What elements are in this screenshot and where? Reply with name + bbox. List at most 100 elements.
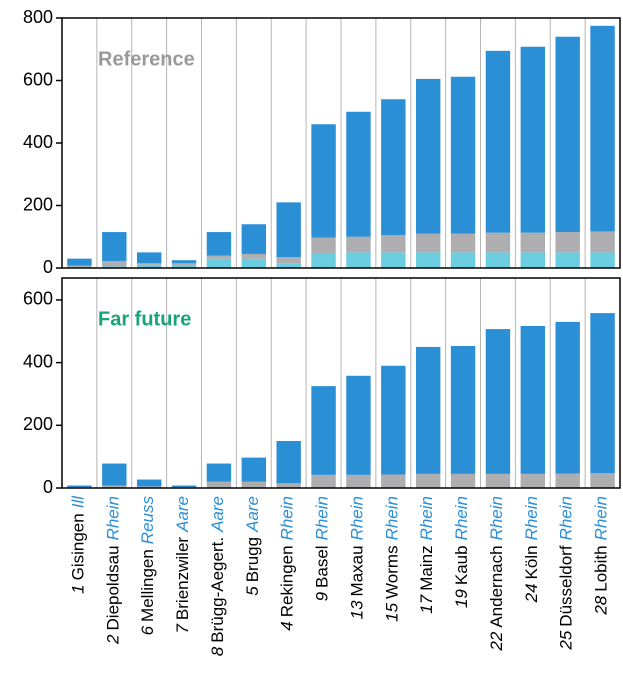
bar-segment	[555, 36, 580, 233]
panel-frame	[61, 17, 621, 269]
category-river: Aare	[243, 496, 262, 533]
bar-segment	[415, 78, 441, 234]
bar-segment	[520, 46, 546, 233]
category-name: Basel	[313, 545, 332, 588]
bar-segment	[171, 265, 197, 268]
bar-segment	[206, 463, 232, 482]
bar-segment	[276, 202, 301, 258]
bar-segment	[450, 473, 476, 488]
bar-segment	[241, 258, 267, 268]
category-name: Brugg	[243, 537, 262, 582]
category-river: Rhein	[104, 496, 123, 540]
category-name: Worms	[383, 545, 402, 599]
category-number: 1	[69, 584, 88, 593]
bar-segment	[276, 263, 301, 268]
bar-segment	[590, 231, 615, 253]
bar-segment	[67, 258, 92, 266]
y-tick-label: 600	[23, 289, 53, 309]
bar-segment	[241, 253, 267, 259]
bar-segment	[102, 266, 127, 268]
bar-segment	[136, 264, 162, 268]
y-tick-label: 400	[23, 132, 53, 152]
bar-segment	[485, 50, 511, 233]
bar-segment	[590, 25, 615, 232]
bar-segment	[67, 265, 92, 268]
category-river: Rhein	[348, 496, 367, 540]
category-number: 15	[383, 602, 402, 621]
category-number: 24	[522, 583, 541, 603]
x-tick-label: 2 Diepoldsau Rhein	[104, 496, 123, 645]
category-river: Rhein	[557, 496, 576, 540]
bar-segment	[206, 258, 232, 268]
bar-segment	[450, 233, 476, 253]
bar-segment	[136, 479, 162, 487]
bar-segment	[206, 232, 232, 256]
category-name: Düsseldorf	[557, 545, 576, 627]
bar-segment	[136, 252, 162, 264]
category-number: 25	[557, 630, 576, 650]
category-river: Aare	[174, 496, 193, 533]
bar-segment	[381, 235, 406, 253]
category-name: Gisingen	[69, 513, 88, 580]
x-tick-label: 17 Mainz Rhein	[418, 496, 437, 614]
x-tick-label: 24 Köln Rhein	[522, 496, 541, 603]
x-tick-label: 9 Basel Rhein	[313, 496, 332, 601]
bar-segment	[415, 252, 441, 268]
bar-segment	[346, 375, 371, 475]
bar-segment	[67, 485, 92, 488]
category-number: 28	[592, 595, 611, 615]
x-tick-label: 25 Düsseldorf Rhein	[557, 496, 576, 651]
category-number: 13	[348, 600, 367, 619]
category-river: Rhein	[522, 496, 541, 540]
y-tick-label: 200	[23, 414, 53, 434]
bar-segment	[102, 485, 127, 488]
bar-segment	[136, 486, 162, 488]
bar-segment	[555, 252, 580, 268]
category-river: Ill	[69, 495, 88, 509]
bar-segment	[520, 325, 546, 474]
bar-segment	[415, 346, 441, 474]
category-river: Rhein	[453, 496, 472, 540]
bar-segment	[241, 457, 267, 482]
bar-segment	[485, 232, 511, 253]
bar-segment	[555, 473, 580, 488]
category-number: 8	[208, 646, 227, 656]
bar-segment	[520, 232, 546, 253]
y-tick-label: 200	[23, 194, 53, 214]
category-name: Maxau	[348, 545, 367, 596]
bar-segment	[346, 236, 371, 253]
category-number: 2	[104, 634, 123, 645]
bar-segment	[136, 263, 162, 265]
category-name: Kaub	[453, 545, 472, 585]
category-number: 22	[487, 631, 506, 651]
y-tick-label: 0	[43, 257, 53, 277]
category-number: 19	[453, 589, 472, 608]
category-river: Rhein	[278, 496, 297, 540]
panel: 0 200 400 600 Far future 1 Gisingen Ill 2 Diepold…	[23, 277, 621, 656]
category-name: Rekingen	[278, 545, 297, 617]
x-tick-label: 15 Worms Rhein	[383, 496, 402, 622]
bar-segment	[590, 252, 615, 268]
y-tick-label: 0	[43, 477, 53, 497]
bar-segment	[520, 473, 546, 488]
category-river: Rhein	[418, 496, 437, 540]
x-tick-label: 28 Lobith Rhein	[592, 496, 611, 616]
bar-segment	[311, 474, 336, 488]
category-name: Lobith	[592, 545, 611, 591]
x-tick-label: 8 Brügg-Aegert. Aare	[208, 496, 227, 656]
category-name: Andernach	[487, 545, 506, 627]
category-number: 9	[313, 591, 332, 601]
category-river: Rhein	[592, 496, 611, 540]
bar-segment	[555, 321, 580, 474]
y-tick-label: 600	[23, 69, 53, 89]
bar-segment	[206, 255, 232, 259]
category-number: 17	[418, 594, 437, 613]
y-tick-label: 800	[23, 7, 53, 27]
category-number: 4	[278, 621, 297, 630]
bar-segment	[171, 260, 197, 264]
category-number: 6	[139, 625, 158, 635]
panel-annotation: Far future	[98, 308, 191, 330]
x-tick-label: 4 Rekingen Rhein	[278, 496, 297, 631]
category-river: Rhein	[487, 496, 506, 540]
